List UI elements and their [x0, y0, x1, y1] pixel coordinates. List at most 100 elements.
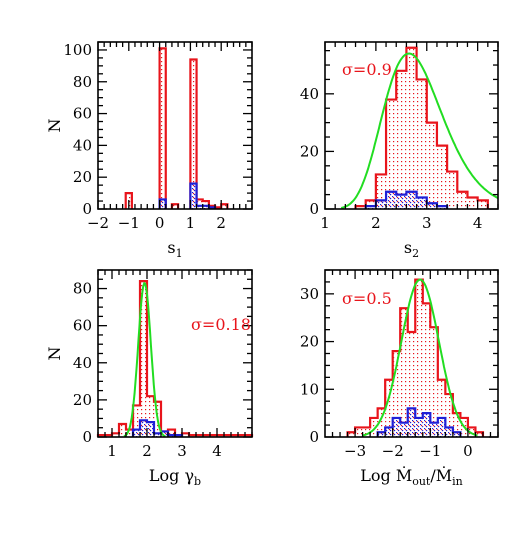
plot-frame [97, 41, 253, 210]
full-sample-bar-8 [436, 145, 448, 209]
subsample-bar-7 [430, 422, 438, 437]
subsample-bar-2 [392, 417, 401, 437]
subsample-bar-3 [154, 433, 161, 437]
full-sample-bar-7 [400, 308, 408, 437]
subsample-bar-0 [159, 199, 166, 209]
full-sample-bar-6 [392, 351, 401, 437]
y-tick-label: 40 [73, 354, 92, 372]
y-tick-label: 60 [73, 317, 92, 335]
plot-frame [324, 41, 499, 210]
y-tick-label: 80 [73, 73, 92, 91]
x-tick-label: −2 [382, 442, 404, 460]
x-tick-label: 2 [371, 214, 381, 232]
y-tick-label: 100 [63, 41, 92, 59]
subsample-bar-4 [407, 408, 416, 437]
y-tick-label: 0 [309, 200, 319, 218]
full-sample-bar-2 [119, 424, 126, 437]
full-sample-bar-4 [133, 405, 140, 437]
y-tick-label: 40 [300, 85, 319, 103]
subsample-bar-5 [416, 197, 427, 209]
full-sample-bar-2 [171, 204, 179, 209]
y-tick-label: 20 [300, 142, 319, 160]
full-sample-bar-3 [126, 429, 133, 437]
subsample-bar-1 [190, 183, 197, 209]
fit-curve [362, 278, 478, 437]
full-sample-bar-14 [452, 413, 461, 437]
subsample-bar-10 [452, 432, 461, 437]
y-tick-label: 20 [300, 333, 319, 351]
subsample-outline [376, 407, 462, 437]
subsample-bar-6 [426, 203, 437, 209]
y-tick-label: 0 [82, 200, 92, 218]
x-tick-label: 4 [212, 442, 222, 460]
subsample-bar-4 [406, 191, 417, 209]
full-sample-bar-6 [416, 79, 427, 210]
subsample-outline [158, 182, 217, 209]
full-sample-bar-3 [386, 99, 397, 209]
y-tick-label: 20 [73, 168, 92, 186]
full-sample-outline [96, 280, 254, 437]
sigma-annotation: σ=0.5 [342, 289, 392, 308]
x-tick-label: 1 [320, 214, 330, 232]
full-sample-bar-3 [190, 59, 197, 209]
full-sample-bar-9 [415, 279, 423, 437]
subsample-bar-4 [161, 431, 168, 437]
full-sample-bar-5 [406, 47, 417, 209]
y-tick-label: 0 [309, 428, 319, 446]
subsample-bar-1 [385, 427, 393, 437]
y-tick-label: 60 [73, 105, 92, 123]
fit-curve [340, 52, 499, 209]
x-tick-label: 0 [463, 442, 473, 460]
full-sample-bar-4 [396, 70, 407, 209]
full-sample-bar-9 [168, 429, 175, 437]
x-tick-label: 2 [216, 214, 226, 232]
y-axis-label: N [45, 347, 64, 361]
x-tick-label: −1 [419, 442, 441, 460]
x-tick-label: 2 [142, 442, 152, 460]
subsample-bar-1 [375, 200, 387, 209]
x-tick-label: −3 [344, 442, 366, 460]
subsample-bar-7 [436, 206, 448, 209]
sigma-annotation: σ=0.9 [342, 60, 392, 79]
x-tick-label: 3 [177, 442, 187, 460]
full-sample-bar-8 [407, 332, 416, 437]
full-sample-bar-5 [140, 281, 147, 437]
x-axis-label: s1 [167, 238, 182, 260]
y-tick-label: 10 [300, 380, 319, 398]
x-tick-label: 3 [422, 214, 432, 232]
subsample-bar-3 [400, 422, 408, 437]
full-sample-bar-12 [437, 379, 446, 437]
subsample-bar-6 [422, 413, 431, 437]
x-axis-label: s2 [404, 238, 419, 260]
full-sample-bar-2 [362, 427, 371, 437]
full-sample-bar-1 [365, 200, 376, 209]
full-sample-bar-6 [147, 396, 154, 437]
x-tick-label: −1 [118, 214, 140, 232]
full-sample-bar-10 [422, 303, 431, 437]
x-axis-label: Log Ṁout/Ṁin [360, 465, 463, 488]
full-sample-bar-11 [182, 433, 189, 437]
panel-log-mdot-ratio-histogram: −3 −2 −1 0 0 10 20 30 Log Ṁout/Ṁin σ=0.5 [300, 269, 499, 488]
subsample-bar-5 [415, 417, 423, 437]
plot-frame [97, 269, 253, 438]
full-sample-bar-1 [355, 427, 363, 437]
full-sample-bar-5 [385, 379, 393, 437]
full-sample-outline [346, 278, 485, 437]
subsample-bar-8 [437, 417, 446, 437]
y-axis-label: N [45, 119, 64, 133]
subsample-bar-0 [365, 206, 376, 209]
subsample-bar-9 [445, 427, 453, 437]
fit-curve [123, 281, 166, 438]
x-tick-label: −2 [87, 214, 109, 232]
y-tick-label: 30 [300, 285, 319, 303]
subsample-bar-2 [147, 422, 154, 437]
full-sample-bar-0 [355, 206, 366, 209]
full-sample-bar-13 [445, 394, 453, 437]
y-tick-label: 0 [82, 428, 92, 446]
subsample-bar-0 [377, 432, 386, 437]
sigma-annotation: σ=0.18 [191, 315, 251, 334]
full-sample-outline [124, 47, 229, 209]
full-sample-bar-0 [347, 432, 356, 437]
